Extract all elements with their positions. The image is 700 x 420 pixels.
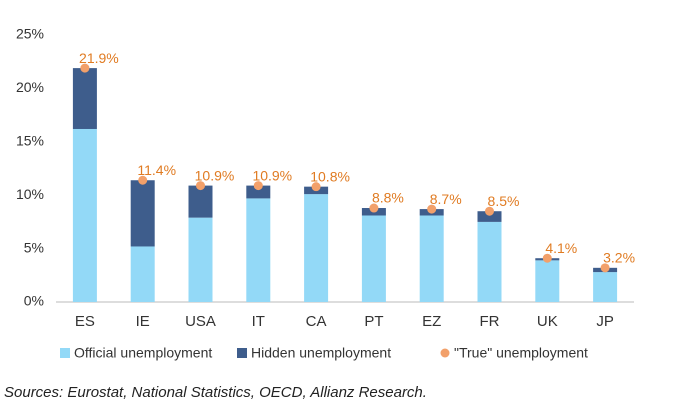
legend-label: Official unemployment (74, 345, 212, 361)
true-dot (427, 204, 437, 214)
y-tick-label: 10% (16, 186, 44, 202)
true-dot (253, 181, 263, 191)
y-tick-label: 15% (16, 133, 44, 149)
x-tick-label: CA (306, 313, 327, 330)
bar-segment (477, 211, 502, 222)
bar-segment (361, 215, 386, 302)
bar-segment (188, 185, 213, 218)
data-label: 8.5% (488, 193, 520, 209)
true-dot (138, 175, 148, 185)
data-label: 21.9% (79, 50, 119, 66)
true-dot (485, 206, 494, 216)
x-tick-label: FR (480, 313, 500, 330)
x-tick-label: IE (136, 313, 150, 330)
y-tick-label: 25% (16, 26, 44, 42)
y-tick-label: 0% (24, 293, 44, 309)
true-dot (196, 181, 205, 191)
data-label: 11.4% (137, 162, 176, 178)
bar-segment (535, 260, 560, 302)
x-tick-label: JP (596, 313, 614, 330)
data-label: 3.2% (603, 250, 635, 266)
x-tick-label: IT (252, 313, 265, 330)
data-label: 8.8% (372, 190, 404, 206)
bar-segment (130, 180, 155, 247)
legend-swatch (440, 348, 450, 358)
bar-segment (188, 217, 213, 302)
y-tick-label: 5% (24, 239, 44, 255)
bar-segment (130, 246, 155, 302)
legend-swatch (237, 348, 247, 358)
data-label: 4.1% (545, 240, 577, 256)
true-dot (311, 182, 321, 192)
legend-swatch (60, 348, 70, 358)
bar-segment (72, 68, 97, 129)
bar-segment (419, 215, 444, 302)
bar-segment (246, 198, 271, 302)
bar-segment (72, 128, 97, 302)
y-tick-label: 20% (16, 79, 44, 95)
x-tick-label: UK (537, 313, 558, 330)
data-label: 10.9% (195, 167, 235, 183)
data-label: 8.7% (430, 191, 462, 207)
legend-label: "True" unemployment (454, 345, 588, 361)
bar-segment (593, 272, 618, 302)
source: Sources: Eurostat, National Statistics, … (4, 384, 427, 401)
true-dot (600, 263, 610, 273)
x-tick-label: ES (75, 313, 95, 330)
bar-segment (246, 185, 271, 199)
data-label: 10.9% (252, 167, 292, 183)
data-label: 10.8% (310, 168, 350, 184)
x-tick-label: USA (185, 313, 216, 330)
bar-segment (304, 194, 329, 302)
bar-segment (477, 221, 502, 302)
true-dot (542, 253, 552, 263)
legend-label: Hidden unemployment (251, 345, 391, 361)
x-tick-label: PT (364, 313, 383, 330)
true-dot (369, 203, 379, 213)
x-tick-label: EZ (422, 313, 441, 330)
true-dot (80, 63, 90, 73)
